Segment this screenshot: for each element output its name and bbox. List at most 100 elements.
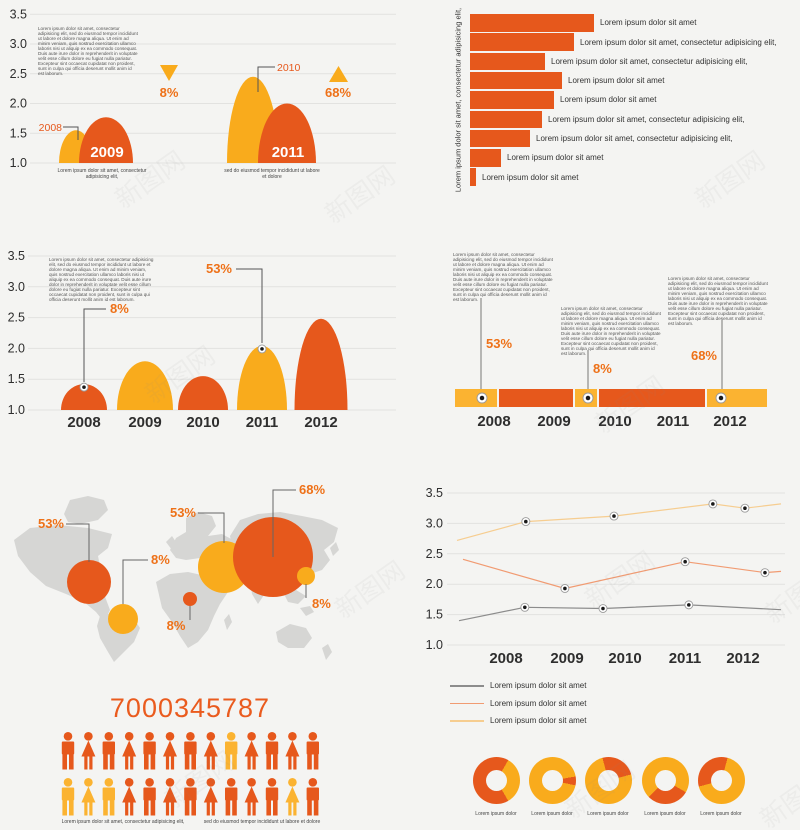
- donut-caption: Lorem ipsum dolor: [531, 811, 573, 817]
- x-tick-label: 2012: [713, 413, 746, 430]
- y-tick-label: 1.0: [426, 638, 443, 652]
- woman-dress: [122, 740, 137, 757]
- marker-dot: [601, 606, 605, 611]
- x-tick-label: 2008: [67, 414, 100, 431]
- pct-label: 8%: [160, 85, 179, 100]
- callout-year-label: 2010: [277, 62, 301, 74]
- triangle-up-icon: [329, 66, 348, 82]
- donut-caption: Lorem ipsum dolor: [587, 811, 629, 817]
- pct-label: 68%: [325, 85, 351, 100]
- man-icon: [143, 732, 156, 770]
- bar-row: Lorem ipsum dolor sit amet: [470, 168, 578, 186]
- bar-label: Lorem ipsum dolor sit amet: [560, 95, 657, 105]
- bar-rect: [470, 71, 562, 90]
- lorem-paragraph: Lorem ipsum dolor sit amet, consectetur …: [453, 252, 553, 302]
- leg: [266, 800, 271, 816]
- x-tick-label: 2009: [537, 413, 570, 430]
- leg: [273, 754, 278, 770]
- man-icon: [61, 778, 75, 816]
- continent-shape: [166, 536, 176, 550]
- man-torso: [102, 787, 115, 801]
- pct-label: 53%: [170, 505, 196, 520]
- x-tick-label: 2011: [669, 650, 702, 667]
- woman-icon: [122, 778, 137, 816]
- person-head: [186, 732, 195, 741]
- leg: [313, 800, 319, 816]
- continent-shape: [300, 606, 314, 616]
- y-tick-label: 2.0: [8, 341, 25, 355]
- woman-dress: [285, 786, 300, 803]
- world-map: 53% 8% 53% 8% 68% 8%: [14, 482, 339, 662]
- leg: [247, 802, 251, 816]
- bar-row: Lorem ipsum dolor sit amet: [470, 91, 656, 109]
- x-tick-label: 2010: [608, 650, 641, 667]
- donut-hole: [654, 770, 676, 791]
- person-head: [186, 778, 195, 787]
- continent-shape: [224, 614, 232, 630]
- person-head: [84, 778, 93, 787]
- man-icon: [306, 778, 319, 816]
- man-torso: [102, 741, 115, 755]
- y-tick-label: 1.5: [10, 126, 27, 140]
- leg: [252, 756, 256, 770]
- man-torso: [225, 741, 238, 755]
- leg: [165, 756, 170, 770]
- callout-line: [83, 308, 106, 382]
- dome-2010: [178, 376, 228, 410]
- x-tick-label: 2008: [477, 413, 510, 430]
- marker-dot: [763, 570, 767, 575]
- marker-dot: [687, 603, 691, 607]
- woman-dress: [203, 786, 218, 803]
- woman-icon: [285, 778, 300, 816]
- x-tick-label: 2009: [128, 414, 161, 431]
- donut-hole: [597, 770, 619, 791]
- woman-dress: [285, 740, 300, 757]
- man-torso: [61, 741, 75, 755]
- person-head: [288, 732, 297, 741]
- section-dome-row-chart: 3.5 3.0 2.5 2.0 1.5 1.0 8% 53% 2008 2009 2010 2011 2…: [0, 240, 400, 440]
- x-tick-label: 2012: [726, 650, 759, 667]
- leg: [62, 800, 67, 816]
- person-head: [104, 732, 114, 741]
- bar-rect: [470, 110, 542, 128]
- bar-label: Lorem ipsum dolor sit amet, consectetur …: [551, 56, 748, 66]
- woman-dress: [81, 740, 96, 757]
- line-series: [456, 503, 782, 541]
- woman-icon: [163, 778, 177, 816]
- woman-icon: [244, 732, 259, 770]
- leg: [62, 754, 67, 770]
- y-tick-label: 2.5: [10, 67, 27, 81]
- person-head: [124, 732, 134, 741]
- y-tick-label: 3.0: [426, 516, 443, 530]
- dome-pairs-plot: 3.5 3.0 2.5 2.0 1.5 1.0 2008 2010 2009 2011 8% 68%: [10, 7, 396, 170]
- man-icon: [102, 778, 115, 816]
- leg: [69, 754, 74, 770]
- y-tick-label: 1.5: [8, 372, 25, 386]
- leg: [150, 800, 156, 816]
- donut-chart: [697, 757, 745, 804]
- marker-dot: [711, 502, 715, 506]
- bar-rect: [470, 52, 545, 71]
- woman-icon: [122, 732, 137, 770]
- bar-rect: [470, 168, 476, 186]
- man-torso: [306, 741, 319, 755]
- legend-label: Lorem ipsum dolor sit amet: [490, 716, 587, 726]
- leg: [89, 756, 93, 770]
- y-tick-label: 2.0: [10, 97, 27, 111]
- y-tick-label: 3.5: [10, 7, 27, 21]
- man-icon: [225, 732, 238, 770]
- legend-label: Lorem ipsum dolor sit amet: [490, 698, 587, 708]
- pct-label: 8%: [312, 596, 331, 611]
- leg: [165, 802, 170, 816]
- line-plot: 3.5 3.0 2.5 2.0 1.5 1.0 2008 2009 2010 2011 2012: [426, 486, 785, 667]
- person-head: [84, 732, 93, 741]
- donut-hole: [541, 770, 563, 791]
- y-tick-label: 2.0: [426, 577, 443, 591]
- woman-dress: [122, 786, 137, 803]
- section-timeline-chart: 53% 8% 68% 2008 2009 2010 2011 2012 Lorem ipsum…: [400, 240, 800, 440]
- callout-line: [122, 559, 148, 604]
- section-horizontal-bar-chart: Lorem ipsum dolor sit amet, consectetur …: [400, 0, 800, 215]
- bar-rect: [470, 14, 594, 32]
- legend-row: Lorem ipsum dolor sit amet: [450, 677, 586, 695]
- donut-caption: Lorem ipsum dolor: [644, 811, 686, 817]
